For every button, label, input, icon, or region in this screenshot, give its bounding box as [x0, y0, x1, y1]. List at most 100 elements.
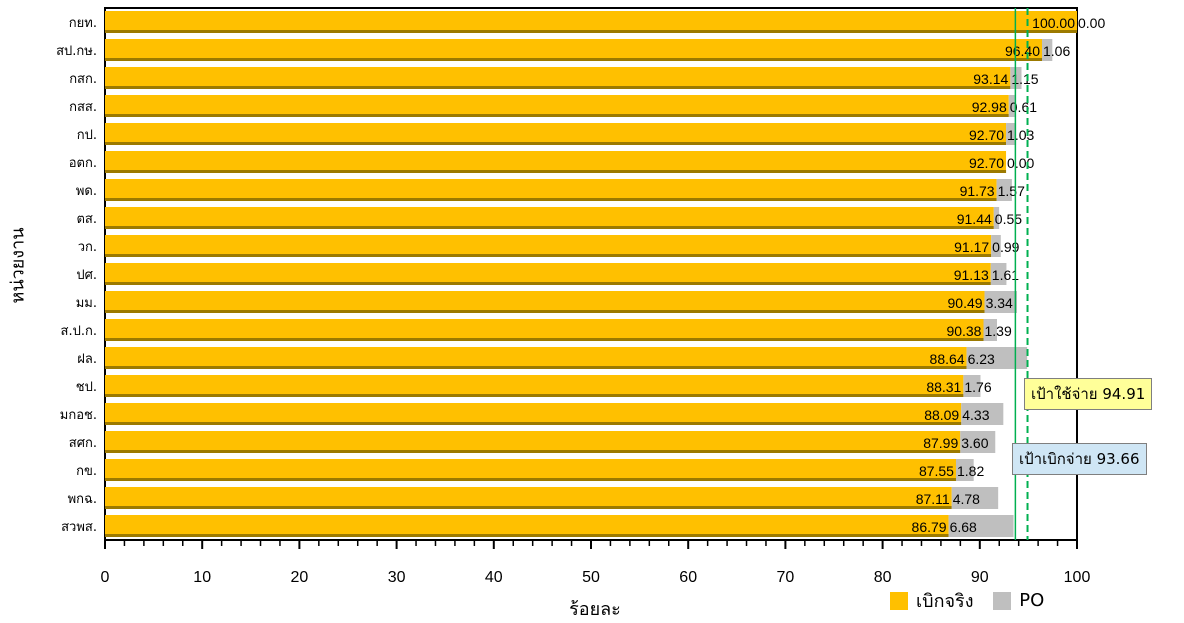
data-label-po: 0.00 [1078, 15, 1105, 31]
data-label-actual: 90.49 [948, 295, 983, 311]
data-label-actual: 91.73 [960, 183, 995, 199]
bar-actual-shadow [105, 170, 1007, 173]
legend-label-actual: เบิกจริง [916, 591, 974, 612]
x-tick-label: 40 [485, 569, 503, 586]
data-label-po: 3.60 [961, 435, 988, 451]
bar-actual [105, 207, 994, 229]
bar-actual [105, 375, 964, 397]
category-label: กสก. [69, 72, 97, 87]
category-label: สป.กษ. [56, 44, 97, 59]
data-label-po: 1.57 [998, 183, 1025, 199]
bar-po [991, 235, 1001, 257]
bar-actual [105, 39, 1043, 61]
bar-actual-shadow [105, 506, 952, 509]
data-label-actual: 91.13 [954, 267, 989, 283]
bar-actual-shadow [105, 338, 984, 341]
data-label-actual: 88.09 [924, 407, 959, 423]
data-label-po: 1.15 [1011, 71, 1038, 87]
bar-actual [105, 319, 984, 341]
category-label: สวพส. [61, 520, 97, 535]
data-label-po: 1.06 [1043, 43, 1070, 59]
data-label-po: 1.03 [1007, 127, 1034, 143]
bar-po [1008, 95, 1015, 117]
bar-actual [105, 179, 997, 201]
data-label-actual: 91.44 [957, 211, 992, 227]
legend-label-po: PO [1019, 590, 1045, 611]
data-label-actual: 100.00 [1032, 15, 1075, 31]
data-label-po: 1.82 [957, 463, 984, 479]
data-label-actual: 93.14 [973, 71, 1008, 87]
legend-swatch-actual [890, 591, 908, 610]
x-tick-label: 60 [679, 569, 697, 586]
x-tick-label: 20 [291, 569, 309, 586]
bar-actual [105, 67, 1011, 89]
bar-po [966, 347, 1028, 369]
bar-po [961, 403, 1004, 425]
y-axis-title-text: หน่วยงาน [7, 227, 29, 304]
data-label-po: 1.61 [992, 267, 1019, 283]
bar-actual [105, 403, 962, 425]
legend-item-actual: เบิกจริง [890, 586, 973, 615]
x-tick-label: 100 [1064, 569, 1091, 586]
bar-actual [105, 11, 1077, 33]
bar-actual-shadow [105, 422, 962, 425]
data-label-po: 4.33 [962, 407, 989, 423]
x-tick-label: 10 [193, 569, 211, 586]
bar-actual [105, 95, 1009, 117]
bar-po [1006, 123, 1017, 145]
disbursement-target-label: เป้าเบิกจ่าย 93.66 [1012, 443, 1147, 475]
bar-actual-shadow [105, 450, 961, 453]
x-tick-label: 50 [582, 569, 600, 586]
data-label-po: 6.23 [968, 351, 995, 367]
data-label-po: 1.76 [964, 379, 991, 395]
category-label: มม. [76, 296, 97, 311]
bar-po [996, 179, 1012, 201]
data-label-po: 6.68 [950, 519, 977, 535]
data-label-po: 4.78 [953, 491, 980, 507]
bar-actual-shadow [105, 534, 949, 537]
category-label: มกอช. [60, 408, 97, 423]
data-label-actual: 87.11 [916, 491, 950, 507]
category-label: วก. [78, 240, 97, 255]
bar-po [951, 487, 999, 509]
category-label: อตก. [69, 156, 97, 171]
data-label-actual: 87.99 [923, 435, 958, 451]
x-tick-label: 0 [101, 569, 110, 586]
bar-actual [105, 291, 985, 313]
bar-actual [105, 235, 992, 257]
category-label: สศก. [69, 436, 97, 451]
data-label-actual: 86.79 [912, 519, 947, 535]
bar-po [993, 207, 1000, 229]
data-label-po: 0.61 [1010, 99, 1037, 115]
data-label-actual: 88.31 [926, 379, 961, 395]
bar-actual-shadow [105, 282, 991, 285]
data-label-actual: 88.64 [930, 351, 965, 367]
bar-po [990, 263, 1007, 285]
bar-actual-shadow [105, 114, 1009, 117]
category-label: ชป. [76, 380, 97, 395]
x-tick-label: 30 [388, 569, 406, 586]
category-label: กข. [76, 464, 97, 479]
category-label: กป. [77, 128, 97, 143]
bar-po [1042, 39, 1053, 61]
category-label: พกฉ. [68, 492, 97, 507]
bar-actual-shadow [105, 86, 1011, 89]
data-label-po: 0.55 [995, 211, 1022, 227]
bar-actual-shadow [105, 310, 985, 313]
data-label-actual: 91.17 [954, 239, 989, 255]
category-label: พด. [76, 184, 97, 199]
bar-po [948, 515, 1014, 537]
x-axis-title: ร้อยละ [569, 599, 621, 620]
bar-po [983, 319, 998, 341]
bar-actual [105, 431, 961, 453]
bar-actual [105, 123, 1007, 145]
x-tick-label: 90 [971, 569, 989, 586]
bar-po [984, 291, 1018, 313]
bar-actual [105, 487, 952, 509]
data-label-po: 3.34 [986, 295, 1013, 311]
x-tick-label: 70 [777, 569, 795, 586]
bar-actual [105, 151, 1007, 173]
data-label-actual: 90.38 [946, 323, 981, 339]
bar-actual-shadow [105, 58, 1043, 61]
